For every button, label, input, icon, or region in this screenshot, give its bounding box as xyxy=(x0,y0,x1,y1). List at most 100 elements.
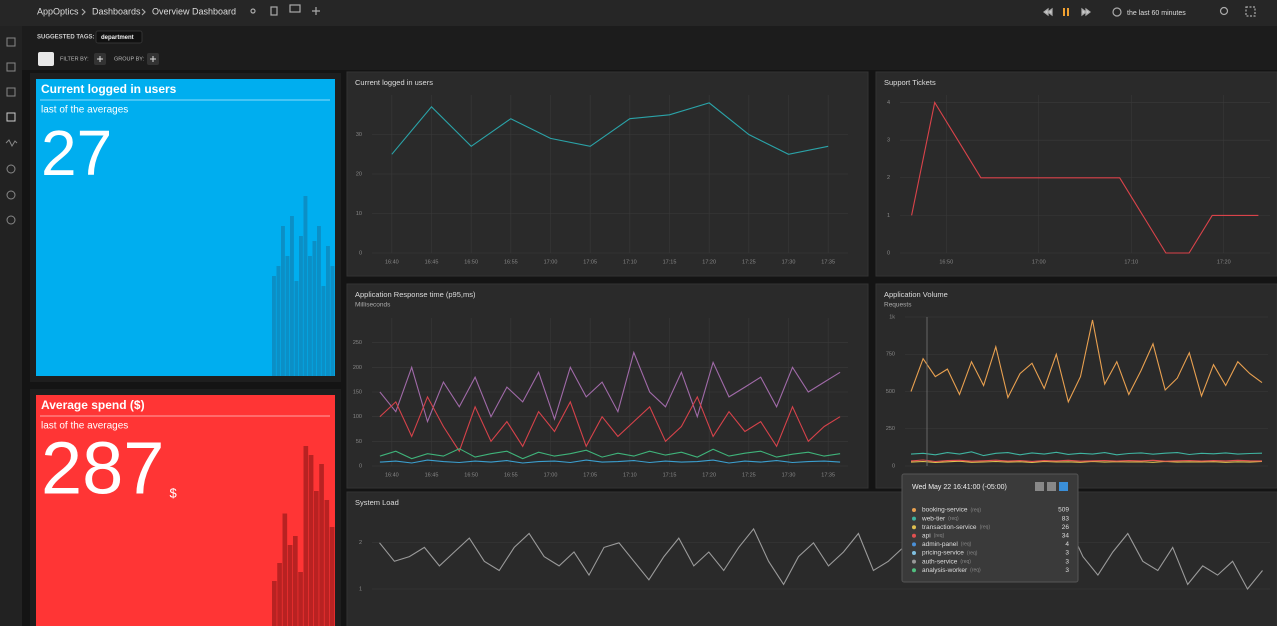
icon-search[interactable] xyxy=(1219,6,1229,16)
series-value: 83 xyxy=(1062,515,1070,522)
time-range[interactable]: the last 60 minutes xyxy=(1127,10,1186,17)
series-unit: (req) xyxy=(934,533,945,539)
series-unit: (req) xyxy=(971,507,982,513)
icon-home[interactable] xyxy=(6,37,16,47)
series-unit: (req) xyxy=(948,516,959,522)
series-line xyxy=(379,350,841,424)
series-name: admin-panel xyxy=(922,541,958,548)
big-value: 287 xyxy=(41,427,164,510)
chart-title: Application Response time (p95,ms) xyxy=(355,290,476,299)
icon-apps[interactable] xyxy=(1245,6,1256,17)
icon-help[interactable] xyxy=(6,215,16,225)
sidebar-icons[interactable] xyxy=(5,37,18,225)
legend-dot xyxy=(912,516,916,521)
icon-rewind[interactable] xyxy=(1043,7,1053,17)
series-value: 3 xyxy=(1065,567,1069,574)
tag-button[interactable] xyxy=(38,52,54,66)
top-icons[interactable] xyxy=(81,4,1256,17)
y-tick-label: 0 xyxy=(887,250,890,256)
x-tick-label: 16:45 xyxy=(425,472,439,478)
series-unit: (req) xyxy=(967,550,978,556)
icon-pause[interactable] xyxy=(1063,8,1069,16)
y-tick-label: 200 xyxy=(353,365,362,371)
spark-bar xyxy=(317,226,321,376)
legend-dot xyxy=(912,551,916,555)
x-tick-label: 17:10 xyxy=(623,472,637,478)
breadcrumb[interactable]: AppOptics xyxy=(37,6,79,16)
spark-bar xyxy=(294,281,299,376)
icon-alerts[interactable] xyxy=(6,164,16,174)
series-name: booking-service xyxy=(922,507,968,514)
breadcrumb[interactable]: Dashboards xyxy=(92,6,141,16)
legend-dot xyxy=(912,568,916,573)
series-name: pricing-service xyxy=(922,550,964,557)
icon-metrics[interactable] xyxy=(5,139,18,148)
tag-chip xyxy=(95,30,143,44)
x-tick-label: 16:55 xyxy=(504,259,518,265)
y-tick-label: 750 xyxy=(886,352,895,358)
tag[interactable]: department xyxy=(101,35,134,41)
x-tick-label: 17:00 xyxy=(544,472,558,478)
spark-bar xyxy=(303,446,309,626)
x-tick-label: 17:20 xyxy=(702,472,716,478)
x-tick-label: 17:10 xyxy=(1124,259,1138,265)
filter-label: FILTER BY: xyxy=(60,56,89,62)
series-line xyxy=(910,319,1263,404)
y-tick-label: 250 xyxy=(886,426,895,432)
x-tick-label: 16:50 xyxy=(939,259,953,265)
y-tick-label: 250 xyxy=(353,340,362,346)
icon-share[interactable] xyxy=(270,6,278,16)
spark-bar xyxy=(321,286,326,376)
series-line xyxy=(911,101,1259,254)
tooltip-title: Wed May 22 16:41:00 (-05:00) xyxy=(912,484,1007,491)
y-tick-label: 30 xyxy=(356,132,362,138)
icon-dashboards[interactable] xyxy=(6,112,16,122)
x-tick-label: 16:55 xyxy=(504,472,518,478)
series-value: 3 xyxy=(1065,550,1069,557)
spark-bar xyxy=(319,464,324,626)
icon-display[interactable] xyxy=(289,4,301,13)
spark-bar xyxy=(299,236,303,376)
spark-bar xyxy=(281,226,285,376)
spark-bar xyxy=(285,256,290,376)
chart-subtitle: Requests xyxy=(884,302,912,309)
series-line xyxy=(910,459,1263,463)
series-line xyxy=(379,459,841,464)
series-name: web-tier xyxy=(921,515,946,522)
icon-star[interactable] xyxy=(250,8,256,14)
series-name: transaction-service xyxy=(922,524,977,531)
breadcrumb[interactable]: Overview Dashboard xyxy=(152,6,236,16)
series-value: 509 xyxy=(1058,507,1069,514)
series-line xyxy=(391,102,829,155)
group-label: GROUP BY: xyxy=(114,56,145,62)
icon-list[interactable] xyxy=(6,87,16,97)
y-tick-label: 0 xyxy=(359,250,362,256)
icon-clock[interactable] xyxy=(1112,7,1122,17)
big-number-panel xyxy=(36,79,335,376)
icon-settings[interactable] xyxy=(6,190,16,200)
tooltip-icon xyxy=(1059,482,1068,491)
x-tick-label: 17:20 xyxy=(702,259,716,265)
icon-forward[interactable] xyxy=(1081,7,1091,17)
toolbar xyxy=(22,26,1277,70)
y-tick-label: 4 xyxy=(887,100,890,106)
chart-title: Support Tickets xyxy=(884,78,936,87)
big-value: 27 xyxy=(41,117,112,189)
spark-bar xyxy=(308,455,314,626)
legend-dot xyxy=(912,559,916,564)
icon-explore[interactable] xyxy=(6,62,16,72)
legend-dot xyxy=(912,508,916,512)
panel-title: Average spend ($) xyxy=(41,398,145,412)
series-line xyxy=(379,523,1263,590)
spark-bar xyxy=(312,241,317,376)
icon-add[interactable] xyxy=(312,7,320,15)
tooltip-icon xyxy=(1035,482,1044,491)
series-name: api xyxy=(922,533,931,540)
legend-dot xyxy=(912,533,916,538)
x-tick-label: 17:00 xyxy=(544,259,558,265)
x-tick-label: 16:40 xyxy=(385,259,399,265)
series-value: 3 xyxy=(1065,558,1069,565)
spark-bar xyxy=(298,572,303,626)
panel-subtitle: last of the averages xyxy=(41,421,128,432)
